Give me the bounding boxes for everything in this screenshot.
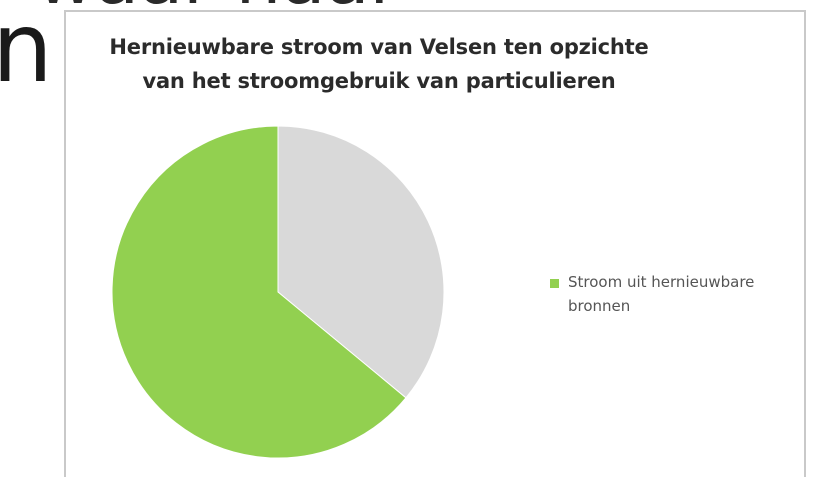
pie-chart: Hernieuwbare stroom van Velsen ten opzic… (64, 10, 806, 477)
background-slide-letter: n (0, 0, 53, 104)
pie-slice-1 (111, 125, 407, 459)
chart-title: Hernieuwbare stroom van Velsen ten opzic… (66, 30, 692, 98)
chart-title-line-2: van het stroomgebruik van particulieren (142, 69, 616, 93)
legend-swatch (550, 279, 559, 288)
chart-title-line-1: Hernieuwbare stroom van Velsen ten opzic… (109, 35, 649, 59)
chart-legend: Stroom uit hernieuwbare bronnen (550, 270, 790, 318)
legend-label: Stroom uit hernieuwbare bronnen (568, 273, 755, 315)
pie-slice-0 (277, 125, 445, 399)
pie-plot-area (111, 125, 445, 459)
